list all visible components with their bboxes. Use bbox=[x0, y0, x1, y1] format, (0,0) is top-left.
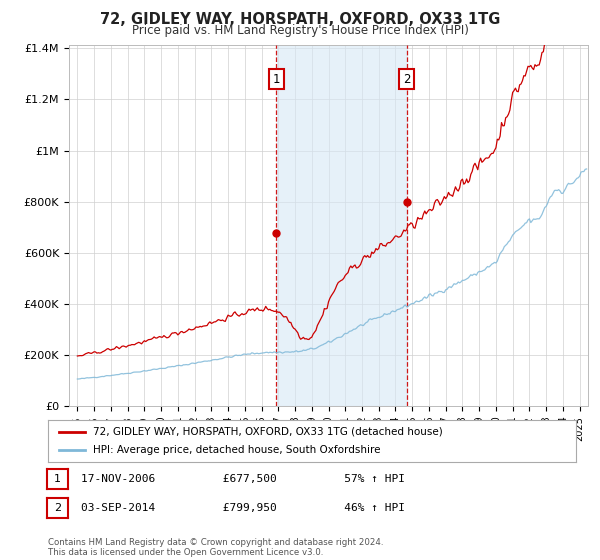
Text: 1: 1 bbox=[272, 73, 280, 86]
Text: 17-NOV-2006          £677,500          57% ↑ HPI: 17-NOV-2006 £677,500 57% ↑ HPI bbox=[81, 474, 405, 484]
Text: 03-SEP-2014          £799,950          46% ↑ HPI: 03-SEP-2014 £799,950 46% ↑ HPI bbox=[81, 503, 405, 513]
Text: 1: 1 bbox=[54, 474, 61, 484]
Text: Price paid vs. HM Land Registry's House Price Index (HPI): Price paid vs. HM Land Registry's House … bbox=[131, 24, 469, 36]
Text: 72, GIDLEY WAY, HORSPATH, OXFORD, OX33 1TG (detached house): 72, GIDLEY WAY, HORSPATH, OXFORD, OX33 1… bbox=[93, 427, 443, 437]
Text: 72, GIDLEY WAY, HORSPATH, OXFORD, OX33 1TG: 72, GIDLEY WAY, HORSPATH, OXFORD, OX33 1… bbox=[100, 12, 500, 27]
Text: 2: 2 bbox=[403, 73, 410, 86]
Text: Contains HM Land Registry data © Crown copyright and database right 2024.
This d: Contains HM Land Registry data © Crown c… bbox=[48, 538, 383, 557]
Text: 2: 2 bbox=[54, 503, 61, 513]
Text: HPI: Average price, detached house, South Oxfordshire: HPI: Average price, detached house, Sout… bbox=[93, 445, 380, 455]
